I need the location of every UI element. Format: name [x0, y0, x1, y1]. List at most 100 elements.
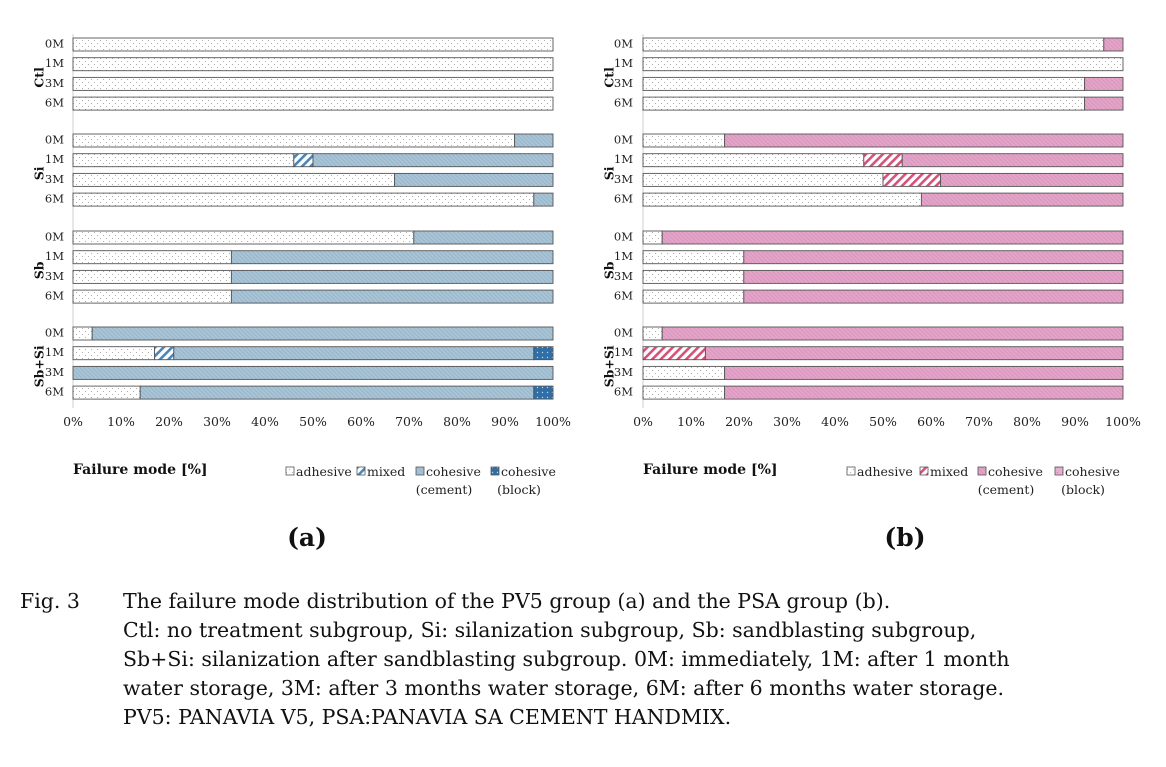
- legend-sublabel: (block): [497, 482, 541, 497]
- group-label: Sb+Si: [32, 345, 47, 387]
- period-label: 6M: [614, 289, 633, 303]
- group-label: Sb+Si: [602, 345, 617, 387]
- bar-segment-adhesive: [72, 172, 396, 187]
- bar-segment-adhesive: [72, 385, 141, 400]
- period-label: 0M: [45, 230, 64, 244]
- legend-label: mixed: [367, 464, 405, 479]
- legend-sublabel: (block): [1061, 482, 1105, 497]
- bar-segment-cohesive-cement: [743, 250, 1124, 265]
- caption-body: The failure mode distribution of the PV5…: [123, 587, 1146, 732]
- x-tick-label: 70%: [965, 414, 993, 429]
- bar-segment-cohesive-cement: [743, 269, 1124, 284]
- period-label: 0M: [614, 133, 633, 147]
- period-label: 1M: [614, 345, 633, 359]
- x-tick-label: 20%: [725, 414, 753, 429]
- bar-segment-cohesive-cement: [72, 365, 554, 380]
- bar-segment-cohesive-cement: [724, 365, 1124, 380]
- x-tick-label: 30%: [773, 414, 801, 429]
- period-label: 0M: [614, 230, 633, 244]
- caption-label: Fig. 3: [20, 589, 80, 613]
- period-label: 3M: [614, 365, 633, 379]
- period-label: 6M: [614, 192, 633, 206]
- bar-segment-adhesive: [642, 37, 1105, 52]
- bar-segment-cohesive-cement: [704, 346, 1124, 361]
- caption-line: Sb+Si: silanization after sandblasting s…: [123, 647, 1010, 671]
- bar-segment-cohesive-cement: [533, 192, 554, 207]
- period-label: 6M: [45, 192, 64, 206]
- bar-segment-adhesive: [72, 326, 93, 341]
- period-label: 0M: [45, 326, 64, 340]
- legend-swatch-cohesive-block: [490, 466, 500, 476]
- bar-segment-adhesive: [642, 153, 865, 168]
- panel-a-pv5: 0% 10% 20% 30% 40% 50% 60% 70% 80% 90% 100% Ctl 0M 1M…: [32, 34, 571, 552]
- bar-segment-mixed: [154, 346, 175, 361]
- bar-segment-mixed: [293, 153, 314, 168]
- legend-label: cohesive: [501, 464, 556, 479]
- x-tick-label: 70%: [395, 414, 423, 429]
- period-label: 3M: [45, 269, 64, 283]
- bar-segment-cohesive-cement: [230, 289, 554, 304]
- bar-segment-mixed: [882, 172, 942, 187]
- bar-segment-cohesive-cement: [920, 192, 1124, 207]
- bar-segment-cohesive-cement: [413, 230, 554, 245]
- bar-segment-adhesive: [72, 57, 554, 72]
- bar-segment-adhesive: [72, 133, 516, 148]
- legend-swatch-adhesive: [285, 466, 295, 476]
- bar-segment-cohesive-cement: [901, 153, 1124, 168]
- group-label: Ctl: [602, 67, 617, 88]
- period-label: 3M: [614, 269, 633, 283]
- group-label: Si: [602, 166, 617, 180]
- bar-segment-adhesive: [642, 385, 726, 400]
- legend-label: cohesive: [988, 464, 1043, 479]
- x-axis-title: Failure mode [%]: [73, 462, 208, 478]
- x-tick-label: 100%: [1105, 414, 1141, 429]
- legend-swatch-cohesive-cement: [415, 466, 425, 476]
- period-label: 0M: [45, 37, 64, 51]
- bar-segment-adhesive: [72, 37, 554, 52]
- bar-segment-adhesive: [72, 153, 295, 168]
- bar-segment-cohesive-cement: [394, 172, 554, 187]
- period-label: 1M: [45, 56, 64, 70]
- panel-b-psa: 0% 10% 20% 30% 40% 50% 60% 70% 80% 90% 100% Ctl 0M 1M…: [602, 34, 1141, 552]
- group-label: Sb: [602, 261, 617, 279]
- bar-segment-cohesive-cement: [1084, 76, 1124, 91]
- period-label: 6M: [45, 385, 64, 399]
- x-tick-label: 80%: [1013, 414, 1041, 429]
- group-label: Si: [32, 166, 47, 180]
- period-label: 6M: [614, 96, 633, 110]
- group-label: Ctl: [32, 67, 47, 88]
- bar-segment-cohesive-cement: [661, 326, 1124, 341]
- period-label: 3M: [45, 172, 64, 186]
- legend-swatch-adhesive: [846, 466, 856, 476]
- x-tick-label: 60%: [917, 414, 945, 429]
- group-label: Sb: [32, 261, 47, 279]
- x-tick-label: 0%: [63, 414, 83, 429]
- bar-segment-cohesive-cement: [91, 326, 554, 341]
- bar-segment-cohesive-cement: [743, 289, 1124, 304]
- x-tick-label: 40%: [251, 414, 279, 429]
- bar-segment-cohesive-cement: [173, 346, 535, 361]
- period-label: 1M: [45, 152, 64, 166]
- x-tick-label: 80%: [443, 414, 471, 429]
- period-label: 0M: [45, 133, 64, 147]
- bar-segment-cohesive-block: [533, 346, 554, 361]
- x-tick-label: 90%: [1061, 414, 1089, 429]
- x-tick-label: 90%: [491, 414, 519, 429]
- period-label: 1M: [45, 345, 64, 359]
- bar-segment-cohesive-block: [533, 385, 554, 400]
- bar-segment-adhesive: [72, 269, 232, 284]
- bar-segment-cohesive-cement: [661, 230, 1124, 245]
- period-label: 1M: [614, 152, 633, 166]
- bar-segment-adhesive: [72, 250, 232, 265]
- x-tick-label: 10%: [107, 414, 135, 429]
- bar-segment-adhesive: [72, 96, 554, 111]
- bar-segment-cohesive-cement: [1103, 37, 1124, 52]
- bar-segment-adhesive: [642, 192, 922, 207]
- x-axis-title: Failure mode [%]: [643, 462, 778, 478]
- period-label: 1M: [614, 249, 633, 263]
- x-tick-label: 40%: [821, 414, 849, 429]
- bar-segment-adhesive: [642, 365, 726, 380]
- bar-segment-cohesive-cement: [139, 385, 535, 400]
- bar-segment-adhesive: [642, 96, 1086, 111]
- bar-segment-adhesive: [642, 230, 663, 245]
